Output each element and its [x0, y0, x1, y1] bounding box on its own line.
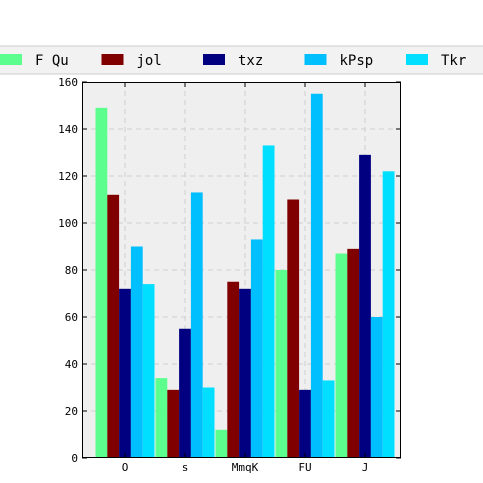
- legend-label: Tkr: [441, 53, 466, 69]
- bar: [119, 288, 131, 458]
- bar: [299, 389, 311, 458]
- x-tick-label: J: [362, 461, 369, 474]
- legend-label: kPsp: [340, 53, 374, 69]
- legend: F Qu jol txz kPsp Tkr: [0, 45, 483, 75]
- x-tick-label: MmqK: [232, 461, 259, 474]
- bar: [322, 380, 335, 458]
- legend-label: F Qu: [35, 53, 69, 69]
- y-tick-label: 160: [58, 76, 78, 89]
- bar: [370, 317, 383, 458]
- bar: [202, 387, 215, 458]
- bars: [95, 93, 395, 459]
- bar: [250, 239, 263, 458]
- bar: [95, 107, 108, 458]
- x-tick-label: O: [122, 461, 129, 474]
- bar: [190, 192, 203, 458]
- bar: [275, 270, 288, 458]
- bar: [347, 248, 360, 458]
- bar: [287, 199, 300, 458]
- bar: [310, 93, 323, 458]
- legend-swatch: [304, 54, 327, 65]
- bar: [335, 253, 348, 458]
- y-tick-label: 20: [65, 405, 78, 418]
- bar: [155, 378, 168, 458]
- legend-label: txz: [238, 53, 263, 69]
- legend-swatch: [101, 54, 124, 65]
- legend-label: jol: [137, 53, 162, 69]
- x-tick-label: s: [182, 461, 189, 474]
- bar: [130, 246, 143, 458]
- y-tick-label: 60: [65, 311, 78, 324]
- axis-ticks: 0 20 40 60 80 100 120 140 160 O s MmqK FU J: [58, 76, 401, 474]
- bar: [179, 328, 191, 458]
- bar: [142, 284, 155, 458]
- bar: [382, 171, 395, 459]
- bar: [239, 288, 251, 458]
- y-tick-label: 140: [58, 123, 78, 136]
- bar: [227, 281, 240, 458]
- y-tick-label: 0: [71, 452, 78, 465]
- y-tick-label: 100: [58, 217, 78, 230]
- y-tick-label: 80: [65, 264, 78, 277]
- legend-swatch: [203, 54, 225, 65]
- bar: [215, 429, 228, 458]
- legend-swatch: [0, 54, 22, 65]
- bar: [167, 389, 180, 458]
- y-tick-label: 40: [65, 358, 78, 371]
- bar: [359, 154, 371, 458]
- legend-swatch: [406, 54, 428, 65]
- legend-box: [0, 45, 483, 75]
- bar: [107, 194, 120, 459]
- x-tick-label: FU: [298, 461, 311, 474]
- y-tick-label: 120: [58, 170, 78, 183]
- bar: [262, 145, 275, 458]
